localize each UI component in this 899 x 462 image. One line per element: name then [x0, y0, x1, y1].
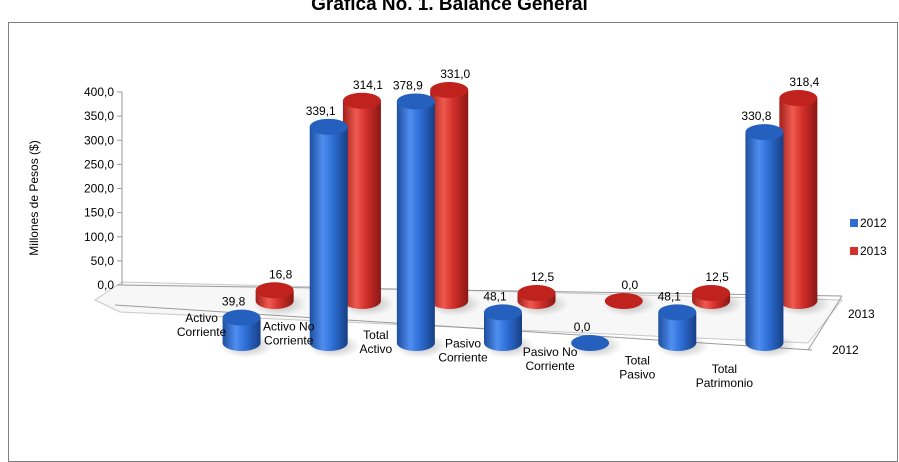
data-label-2012: 48,1 [483, 289, 507, 303]
bar-2012-2 [393, 93, 448, 358]
bar-top [342, 92, 381, 109]
y-tick-label: 150,0 [84, 206, 114, 220]
y-tick-label: 100,0 [84, 230, 114, 244]
data-label-2012: 48,1 [658, 289, 682, 303]
data-label-2013: 318,4 [789, 75, 819, 89]
y-tick-label: 300,0 [84, 133, 114, 147]
bar-top [484, 304, 522, 321]
bar-top [517, 285, 556, 302]
category-label: Pasivo [445, 337, 481, 351]
bar-body [222, 317, 261, 351]
data-label-2012: 378,9 [393, 78, 423, 92]
bar-2013-0 [252, 282, 307, 316]
data-label-2013: 314,1 [353, 78, 383, 92]
depth-label: 2013 [848, 307, 875, 321]
bar-2013-3 [514, 285, 569, 316]
bar-top [745, 124, 784, 141]
bar-2012-3 [481, 304, 535, 358]
bar-2012-1 [306, 118, 361, 358]
category-label: Corriente [264, 334, 314, 348]
depth-label: 2012 [832, 343, 859, 357]
category-label: Corriente [438, 351, 488, 365]
bar-2012-5 [655, 304, 710, 358]
bar-2013-6 [776, 90, 831, 316]
bar-body [430, 89, 469, 309]
bar-top [692, 285, 731, 302]
right-floor-edge [807, 295, 843, 351]
category-label: Corriente [525, 359, 575, 373]
bar-body [309, 126, 348, 351]
data-label-2012: 330,8 [741, 109, 771, 123]
category-label: Total [712, 362, 737, 376]
bar-2012-0 [219, 309, 274, 358]
bar-top [571, 335, 610, 351]
bar-top [430, 81, 469, 98]
data-label-2013: 12,5 [705, 270, 729, 284]
bar-2013-2 [427, 81, 482, 316]
legend-swatch-2013 [850, 247, 858, 255]
bar-body [779, 98, 818, 310]
bar-top [255, 282, 294, 299]
category-label: Pasivo [619, 368, 655, 382]
y-axis-title: Millones de Pesos ($) [27, 140, 41, 255]
category-label: Activo No [263, 320, 315, 334]
category-label: Patrimonio [696, 376, 754, 390]
bar-top [658, 304, 697, 321]
data-label-2012: 0,0 [574, 320, 591, 334]
data-label-2013: 16,8 [269, 267, 293, 281]
data-label-2012: 339,1 [306, 104, 336, 118]
legend-swatch-2012 [850, 219, 858, 227]
y-tick-label: 250,0 [84, 157, 114, 171]
bar-2012-6 [742, 124, 797, 358]
y-tick-label: 0,0 [97, 278, 114, 292]
y-tick-label: 350,0 [84, 109, 114, 123]
y-tick-label: 50,0 [91, 254, 115, 268]
chart-title: Grafica No. 1. Balance General [311, 0, 588, 15]
bar-body [484, 312, 522, 351]
y-tick-label: 400,0 [84, 85, 114, 99]
bar-top [309, 118, 348, 135]
category-label: Total [625, 354, 650, 368]
bar-top [396, 93, 435, 110]
legend-label-2013: 2013 [860, 244, 887, 258]
category-label: Corriente [177, 325, 227, 339]
bar-top [604, 293, 643, 309]
data-label-2013: 331,0 [440, 67, 470, 81]
bar-body [396, 101, 435, 351]
bar-2013-1 [339, 92, 394, 316]
bar-top [779, 90, 818, 107]
bar-2013-5 [689, 285, 744, 316]
bar-top [222, 309, 261, 326]
bar-body [745, 132, 784, 351]
data-label-2012: 39,8 [222, 295, 246, 309]
category-label: Total [363, 328, 388, 342]
bar-body [342, 100, 381, 309]
legend-label-2012: 2012 [860, 216, 887, 230]
bar-2013-4 [601, 292, 656, 316]
category-label: Activo [360, 342, 393, 356]
bar-2012-4 [568, 334, 623, 358]
data-label-2013: 12,5 [531, 270, 555, 284]
bar-body [658, 312, 697, 351]
category-label: Pasivo No [523, 345, 578, 359]
data-label-2013: 0,0 [621, 278, 638, 292]
category-label: Activo [185, 311, 218, 325]
y-tick-label: 200,0 [84, 182, 114, 196]
